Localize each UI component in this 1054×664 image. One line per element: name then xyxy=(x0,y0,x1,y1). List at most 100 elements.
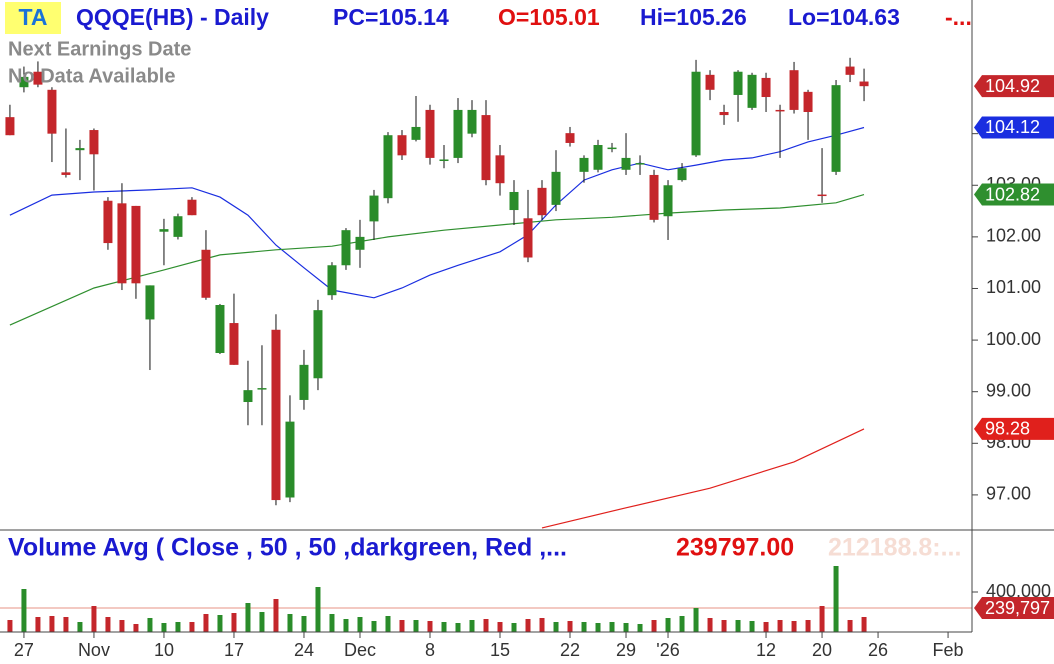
candle-body xyxy=(285,421,295,498)
volume-bar xyxy=(525,619,531,632)
volume-bar xyxy=(21,589,27,632)
volume-bar xyxy=(623,623,629,632)
candle-body xyxy=(789,70,799,110)
y-tick-label: 102.00 xyxy=(986,226,1041,246)
earnings-note: No Data Available xyxy=(8,65,175,87)
volume-bar xyxy=(455,623,461,632)
volume-average: 239797.00 xyxy=(676,534,794,562)
volume-plot xyxy=(0,566,972,632)
candle-body xyxy=(397,135,407,156)
volume-bar xyxy=(707,618,713,632)
volume-bar xyxy=(483,619,489,632)
candle-body xyxy=(859,81,869,87)
candle-body xyxy=(257,388,267,390)
volume-bar xyxy=(749,621,755,632)
volume-bar xyxy=(77,622,83,632)
volume-bar xyxy=(847,620,853,632)
volume-bar xyxy=(735,620,741,632)
volume-bar xyxy=(469,620,475,632)
symbol: QQQE(HB) - Daily xyxy=(76,4,269,30)
volume-bar xyxy=(427,621,433,632)
x-tick-label: '26 xyxy=(656,640,679,660)
badge: TA xyxy=(19,4,48,30)
volume-bar xyxy=(217,615,223,632)
volume-bar xyxy=(259,612,265,632)
x-tick-label: 10 xyxy=(154,640,174,660)
candle-body xyxy=(481,115,491,181)
volume-bar xyxy=(343,619,349,632)
volume-bar xyxy=(805,620,811,632)
volume-bar xyxy=(175,622,181,632)
candle-body xyxy=(551,171,561,205)
more: -... xyxy=(945,4,972,30)
candle-body xyxy=(47,89,57,134)
volume-bar xyxy=(371,621,377,632)
volume-bar xyxy=(413,620,419,632)
volume-bar xyxy=(161,623,167,632)
price-tag-label: 98.28 xyxy=(985,419,1030,439)
candle-body xyxy=(215,304,225,353)
volume-bar xyxy=(119,620,125,632)
candle-body xyxy=(299,364,309,400)
candle-body xyxy=(621,157,631,170)
volume-bar xyxy=(287,614,293,632)
y-tick-label: 97.00 xyxy=(986,484,1031,504)
candle-body xyxy=(145,285,155,320)
price-tag-label: 102.82 xyxy=(985,184,1040,204)
candle-body xyxy=(411,126,421,140)
volume-bar xyxy=(665,618,671,632)
candle-body xyxy=(355,236,365,250)
candle-body xyxy=(369,195,379,222)
price-tag-label: 104.92 xyxy=(985,76,1040,96)
moving-average xyxy=(9,194,865,326)
candle-body xyxy=(313,310,323,379)
candle-body xyxy=(635,163,645,165)
candle-body xyxy=(733,71,743,95)
candle-body xyxy=(467,109,477,134)
volume-bar xyxy=(315,587,321,632)
volume-bar xyxy=(189,622,195,632)
price-tag xyxy=(974,417,1054,440)
candle-body xyxy=(649,174,659,220)
y-tick-label: 99.00 xyxy=(986,380,1031,400)
candle-body xyxy=(187,199,197,216)
candle-body xyxy=(495,155,505,184)
moving-average xyxy=(541,428,865,529)
volume-bar xyxy=(567,621,573,632)
volume-title: Volume Avg ( Close , 50 , 50 ,darkgreen,… xyxy=(8,534,567,562)
low: Lo=104.63 xyxy=(788,4,900,30)
volume-bar xyxy=(63,617,69,632)
candle-body xyxy=(327,265,337,296)
candle-body xyxy=(425,109,435,158)
candle-body xyxy=(607,147,617,150)
candle-body xyxy=(75,148,85,151)
candle-body xyxy=(677,168,687,181)
volume-bar xyxy=(203,614,209,632)
x-tick-label: 24 xyxy=(294,640,314,660)
volume-bar xyxy=(385,616,391,632)
price-tag-label: 239,797 xyxy=(985,598,1050,618)
candle-body xyxy=(103,200,113,244)
candle-body xyxy=(691,71,701,156)
volume-bar xyxy=(7,620,13,632)
price-tag xyxy=(974,116,1054,139)
candle-body xyxy=(173,216,183,237)
volume-bar xyxy=(539,618,545,632)
volume-bar xyxy=(497,622,503,632)
volume-bar xyxy=(833,566,839,632)
volume-bar xyxy=(511,623,517,632)
candle-body xyxy=(565,133,575,143)
candle-body xyxy=(33,71,43,85)
price-plot xyxy=(5,57,869,529)
volume-bar xyxy=(147,618,153,632)
candle-body xyxy=(271,329,281,501)
volume-bar xyxy=(609,622,615,632)
open: O=105.01 xyxy=(498,4,600,30)
x-tick-label: 12 xyxy=(756,640,776,660)
price-tag xyxy=(974,597,1054,620)
volume-bar xyxy=(399,620,405,632)
volume-bar xyxy=(35,617,41,632)
volume-bar xyxy=(273,599,279,632)
x-tick-label: 20 xyxy=(812,640,832,660)
